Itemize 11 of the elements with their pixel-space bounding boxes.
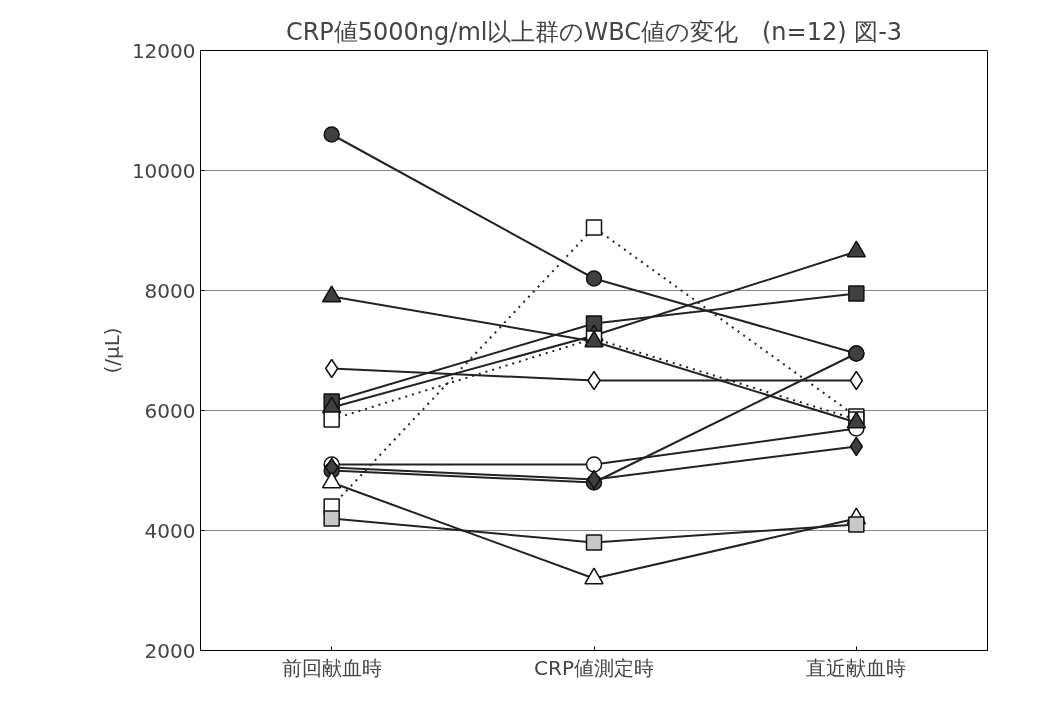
y-tick-label: 2000 (144, 638, 196, 663)
chart-title: CRP値5000ng/ml以上群のWBC値の変化 (n=12) 図-3 (285, 17, 903, 46)
y-tick-label: 4000 (144, 518, 196, 543)
x-tick-label: CRP値測定時 (534, 655, 654, 680)
y-tick-label: 10000 (131, 158, 196, 183)
y-tick-label: 12000 (131, 38, 196, 63)
x-tick-label: 前回献血時 (281, 655, 382, 680)
x-tick-label: 直近献血時 (806, 655, 907, 680)
y-tick-label: 8000 (144, 278, 196, 303)
y-tick-label: 6000 (144, 398, 196, 423)
y-axis-title: (/μL) (99, 327, 124, 374)
